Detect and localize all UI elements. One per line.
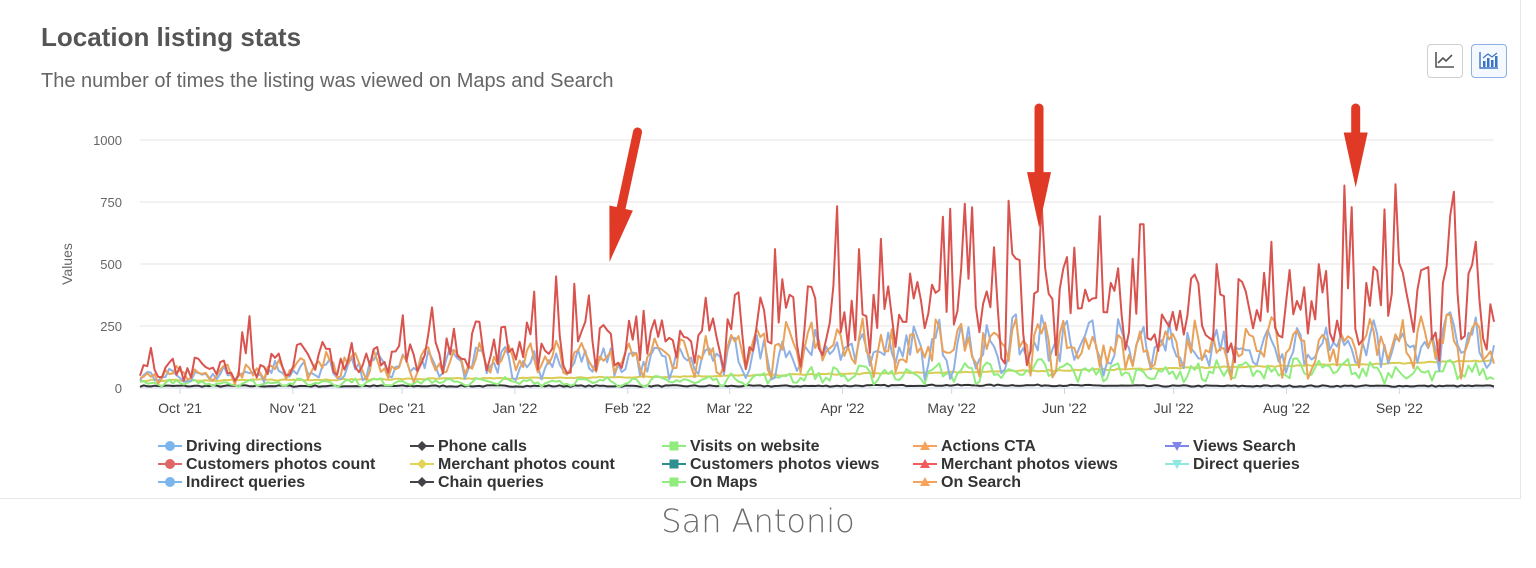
series-line-merchant-photos-views <box>139 183 1495 382</box>
legend-marker-icon <box>662 441 686 451</box>
x-tick-label: Oct '21 <box>158 400 202 416</box>
legend-label: Chain queries <box>438 474 544 491</box>
x-tick-label: Dec '21 <box>379 400 426 416</box>
annotation-arrow <box>1027 103 1052 228</box>
bar-chart-button[interactable] <box>1471 44 1507 78</box>
legend-item[interactable]: Chain queries <box>410 474 544 492</box>
series-line-on-search <box>139 313 1495 386</box>
legend-item[interactable]: Driving directions <box>158 438 322 456</box>
legend-label: Views Search <box>1193 438 1296 455</box>
legend-label: Visits on website <box>690 438 820 455</box>
legend-label: Customers photos count <box>186 456 376 473</box>
legend-marker-icon <box>158 459 182 469</box>
series-line-phone-calls <box>139 383 1495 388</box>
annotation-arrow <box>609 127 643 262</box>
x-tick-label: Sep '22 <box>1376 400 1423 416</box>
line-chart-icon <box>1435 52 1454 68</box>
legend-label: On Search <box>941 474 1022 491</box>
legend-item[interactable]: Customers photos count <box>158 456 375 474</box>
legend-marker-icon <box>662 477 686 487</box>
page-subtitle: The number of times the listing was view… <box>41 70 614 92</box>
legend-item[interactable]: Merchant photos views <box>913 456 1118 474</box>
legend-marker-icon <box>158 477 182 487</box>
legend-item[interactable]: Visits on website <box>662 438 820 456</box>
legend-marker-icon <box>1165 460 1189 469</box>
legend-label: Direct queries <box>1193 456 1300 473</box>
legend-item[interactable]: Actions CTA <box>913 438 1036 456</box>
y-tick-label: 0 <box>115 381 122 396</box>
legend-marker-icon <box>1165 442 1189 451</box>
legend-label: On Maps <box>690 474 758 491</box>
y-tick-label: 1000 <box>93 133 122 148</box>
legend-item[interactable]: Indirect queries <box>158 474 305 492</box>
legend-label: Phone calls <box>438 438 527 455</box>
y-axis-label: Values <box>59 243 75 285</box>
x-tick-label: Aug '22 <box>1263 400 1310 416</box>
legend-label: Merchant photos views <box>941 456 1118 473</box>
x-tick-label: May '22 <box>927 400 976 416</box>
x-tick-label: Apr '22 <box>821 400 865 416</box>
x-tick-label: Jan '22 <box>493 400 538 416</box>
x-tick-label: Jul '22 <box>1154 400 1194 416</box>
legend-item[interactable]: On Maps <box>662 474 758 492</box>
legend-marker-icon <box>913 477 937 486</box>
x-tick-label: Feb '22 <box>605 400 651 416</box>
legend-item[interactable]: Views Search <box>1165 438 1296 456</box>
y-tick-label: 750 <box>100 195 122 210</box>
legend-item[interactable]: Direct queries <box>1165 456 1300 474</box>
x-tick-label: Jun '22 <box>1042 400 1087 416</box>
y-tick-label: 250 <box>100 319 122 334</box>
legend-label: Customers photos views <box>690 456 880 473</box>
y-tick-label: 500 <box>100 257 122 272</box>
legend-item[interactable]: On Search <box>913 474 1021 492</box>
legend-marker-icon <box>410 477 434 487</box>
chart-card: Location listing stats The number of tim… <box>0 0 1521 499</box>
chart-caption: San Antonio <box>661 502 855 540</box>
legend-marker-icon <box>662 459 686 469</box>
legend-marker-icon <box>913 441 937 450</box>
series-line-on-maps <box>139 357 1495 388</box>
legend-label: Indirect queries <box>186 474 306 491</box>
legend-marker-icon <box>410 459 434 469</box>
x-tick-label: Mar '22 <box>707 400 753 416</box>
page-title: Location listing stats <box>41 22 302 52</box>
legend-label: Actions CTA <box>941 438 1036 455</box>
annotation-arrow <box>1343 103 1368 188</box>
legend-item[interactable]: Merchant photos count <box>410 456 615 474</box>
bar-chart-icon <box>1479 52 1498 69</box>
legend-marker-icon <box>410 441 434 451</box>
line-chart: 0 250 500 750 1000 Values Oct '21 Nov '21 Dec '2… <box>59 103 1495 416</box>
legend-label: Merchant photos count <box>438 456 615 473</box>
legend-marker-icon <box>913 459 937 468</box>
x-tick-label: Nov '21 <box>269 400 316 416</box>
legend-marker-icon <box>158 441 182 451</box>
legend-item[interactable]: Phone calls <box>410 438 527 456</box>
legend-item[interactable]: Customers photos views <box>662 456 879 474</box>
legend-label: Driving directions <box>186 438 323 455</box>
line-chart-button[interactable] <box>1427 44 1463 78</box>
